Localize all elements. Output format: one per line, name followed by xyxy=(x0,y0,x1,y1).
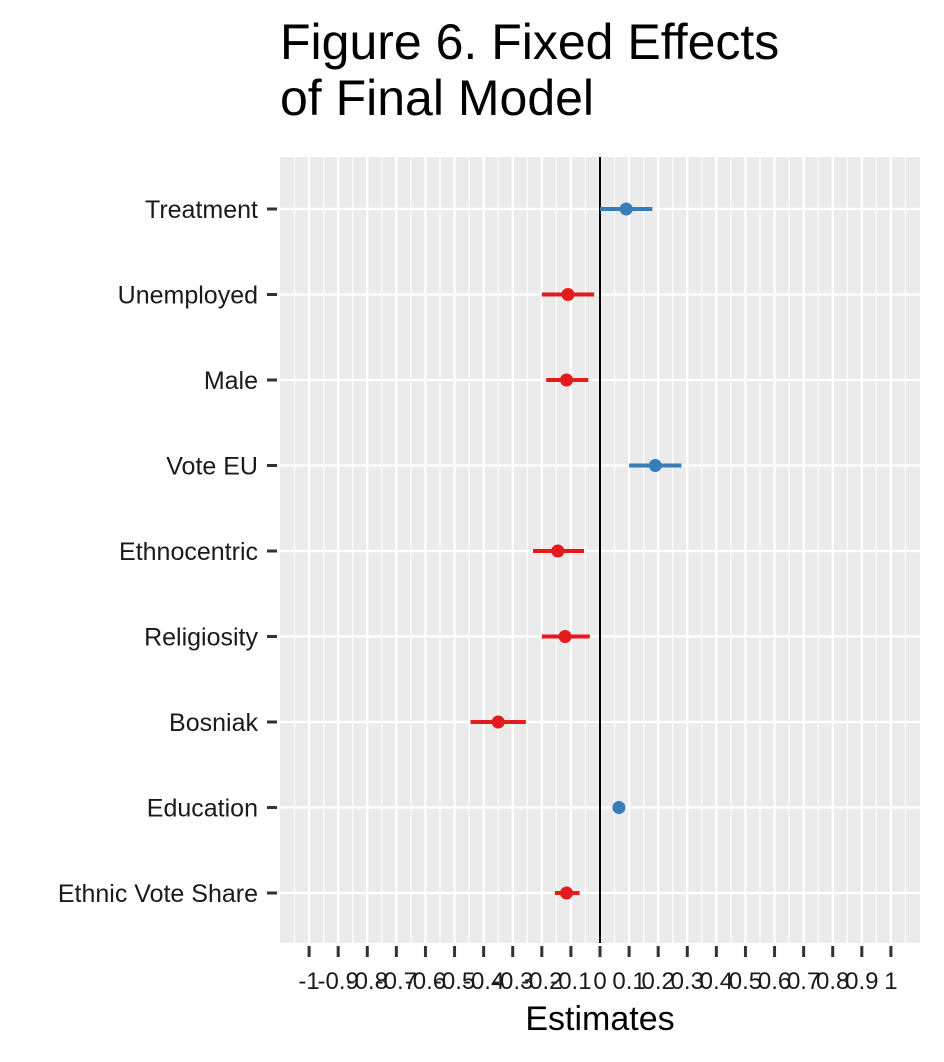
point-estimate xyxy=(561,288,575,301)
point-estimate xyxy=(648,459,662,472)
x-tick-label: 0.1 xyxy=(612,968,645,995)
point-estimate xyxy=(558,630,572,643)
x-tick-label: -0.7 xyxy=(376,968,417,995)
y-tick-label: Ethnic Vote Share xyxy=(58,880,258,908)
x-tick-label: 0.5 xyxy=(729,968,762,995)
x-tick-label: 1 xyxy=(884,968,897,995)
x-tick-label: -0.3 xyxy=(492,968,533,995)
x-tick-label: -0.5 xyxy=(434,968,475,995)
x-tick-label: -0.4 xyxy=(463,968,504,995)
point-estimate xyxy=(491,715,505,729)
x-tick-label: 0.8 xyxy=(816,968,849,995)
x-tick-label: 0.9 xyxy=(845,968,878,995)
point-estimate xyxy=(551,544,565,558)
point-estimate xyxy=(560,886,574,900)
x-tick-label: -0.6 xyxy=(405,968,446,995)
estimate-marks xyxy=(470,202,682,900)
y-tick-label: Religiosity xyxy=(144,624,258,652)
y-tick-label: Male xyxy=(204,367,258,395)
y-tick-label: Vote EU xyxy=(166,453,258,481)
y-axis: Treatment Unemployed Male Vote EU Ethnocentr… xyxy=(58,196,277,908)
x-tick-label: 0.2 xyxy=(641,968,674,995)
x-tick-label: -1 xyxy=(298,968,319,995)
chart-title-line-2: of Final Model xyxy=(280,70,595,126)
y-tick-label: Ethnocentric xyxy=(119,538,258,566)
chart-title: Figure 6. Fixed Effects of Final Model xyxy=(280,14,920,126)
y-tick-label: Treatment xyxy=(145,196,258,224)
x-tick-label: -0.2 xyxy=(521,968,562,995)
x-axis: -1-0.9-0.8-0.7-0.6-0.5-0.4-0.3-0.2-0.1 0 0… xyxy=(298,946,898,995)
x-tick-label: 0 xyxy=(593,968,606,995)
point-estimate xyxy=(560,373,574,387)
x-tick-label: 0.3 xyxy=(671,968,704,995)
x-tick-label: 0.7 xyxy=(787,968,820,995)
x-tick-label: -0.1 xyxy=(550,968,591,995)
x-tick-label: 0.4 xyxy=(700,968,733,995)
y-tick-label: Bosniak xyxy=(169,709,258,737)
y-tick-label: Unemployed xyxy=(118,282,258,310)
x-tick-label: -0.9 xyxy=(318,968,359,995)
x-tick-label: -0.8 xyxy=(347,968,388,995)
x-tick-label: 0.6 xyxy=(758,968,791,995)
chart-title-line-1: Figure 6. Fixed Effects xyxy=(280,14,780,70)
point-estimate xyxy=(619,202,633,216)
y-tick-label: Education xyxy=(147,795,258,823)
point-estimate xyxy=(612,801,626,814)
x-axis-label: Estimates xyxy=(525,1000,674,1038)
